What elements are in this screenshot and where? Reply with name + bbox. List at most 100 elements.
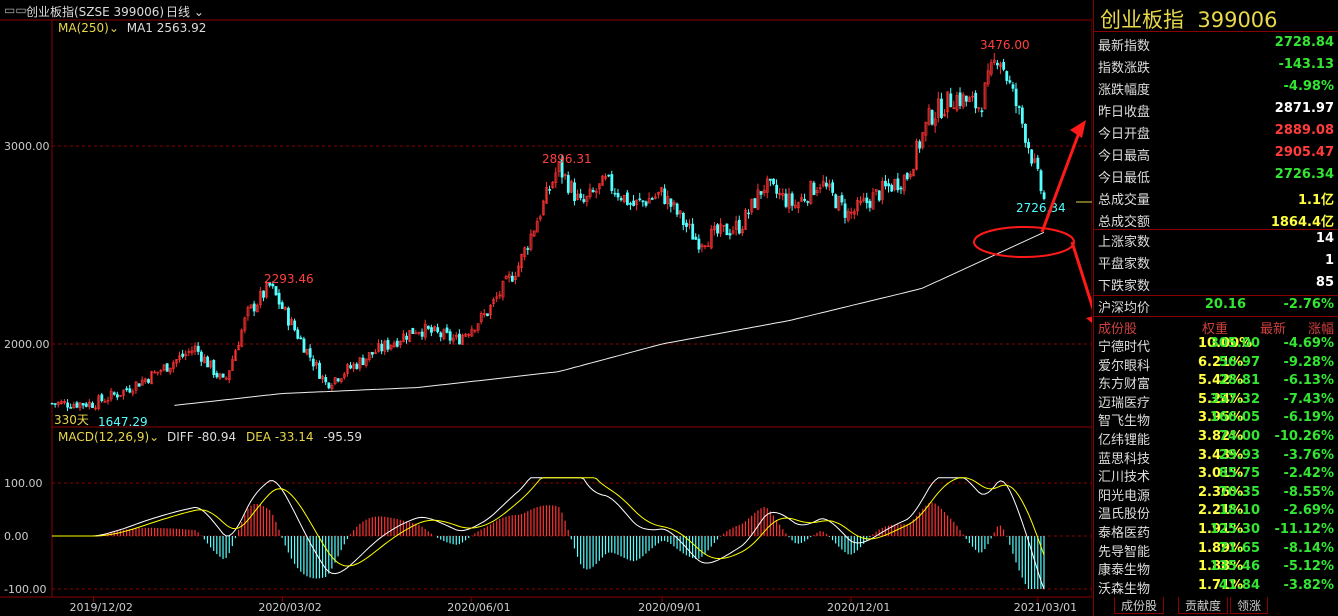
component-row[interactable]: 宁德时代 10.00% 305.00 -4.69% bbox=[1098, 335, 1336, 355]
ma-label: MA(250) bbox=[58, 21, 109, 35]
candle bbox=[529, 233, 533, 250]
candle bbox=[1042, 192, 1046, 199]
chevron-down-icon[interactable]: ⌄ bbox=[108, 21, 119, 35]
candle bbox=[697, 238, 701, 250]
component-change: -9.28% bbox=[1283, 354, 1335, 370]
candle bbox=[1008, 80, 1012, 83]
candle bbox=[747, 212, 751, 215]
candle bbox=[265, 282, 269, 298]
candle bbox=[103, 401, 107, 403]
macd-label: MACD(12,26,9) bbox=[58, 430, 150, 444]
candle bbox=[392, 342, 396, 348]
tab-components[interactable]: 成份股 bbox=[1114, 597, 1165, 614]
candle bbox=[1011, 84, 1015, 89]
component-weight: 5.24% bbox=[1198, 391, 1244, 407]
candle bbox=[678, 210, 682, 215]
window-layout-icon[interactable]: ▭▭ bbox=[4, 3, 27, 17]
candle bbox=[234, 350, 237, 361]
candle bbox=[501, 280, 505, 298]
candle bbox=[837, 196, 841, 211]
quote-label: 指数涨跌 bbox=[1098, 61, 1151, 76]
label-high-2293: 2293.46 bbox=[264, 272, 314, 286]
candle bbox=[647, 198, 651, 204]
candle bbox=[560, 158, 564, 178]
candle bbox=[489, 304, 492, 316]
component-row[interactable]: 东方财富 5.42% 28.81 -6.13% bbox=[1098, 372, 1336, 392]
candle bbox=[725, 223, 729, 236]
x-axis: 2019/12/02 2020/03/02 2020/06/01 2020/09/01… bbox=[70, 597, 1077, 614]
candle bbox=[283, 307, 287, 310]
component-row[interactable]: 迈瑞医疗 5.24% 357.32 -7.43% bbox=[1098, 391, 1336, 411]
chevron-down-icon[interactable]: ⌄ bbox=[149, 430, 160, 444]
chart-canvas[interactable]: 3000.00 2000.00 100.00 0.00 -100.00 2019… bbox=[0, 0, 1092, 616]
component-name: 阳光电源 bbox=[1098, 488, 1151, 504]
tab-contribution[interactable]: 贡献度 bbox=[1178, 597, 1229, 614]
candle bbox=[843, 203, 847, 218]
quote-title: 创业板指 399006 bbox=[1100, 4, 1278, 34]
col-header-weight[interactable]: 权重 bbox=[1202, 322, 1229, 337]
candle bbox=[741, 228, 744, 234]
component-row[interactable]: 沃森生物 1.71% 41.84 -3.82% bbox=[1098, 577, 1336, 597]
candle bbox=[604, 176, 608, 179]
ma1-value: 2563.92 bbox=[156, 21, 207, 35]
component-row[interactable]: 泰格医药 1.91% 125.30 -11.12% bbox=[1098, 521, 1336, 541]
candle bbox=[737, 219, 741, 234]
candle bbox=[902, 175, 906, 192]
candle bbox=[576, 193, 580, 200]
component-row[interactable]: 先导智能 1.89% 71.65 -8.14% bbox=[1098, 540, 1336, 560]
candle bbox=[846, 210, 850, 221]
candle bbox=[417, 331, 421, 334]
component-row[interactable]: 智飞生物 3.95% 166.05 -6.19% bbox=[1098, 409, 1336, 429]
candle bbox=[573, 182, 576, 202]
candle bbox=[84, 403, 88, 407]
candle bbox=[570, 181, 573, 193]
period-selector[interactable]: 日线 ⌄ bbox=[166, 3, 204, 20]
candle bbox=[884, 180, 887, 187]
component-row[interactable]: 亿纬锂能 3.82% 74.00 -10.26% bbox=[1098, 428, 1336, 448]
component-row[interactable]: 温氏股份 2.21% 18.10 -2.69% bbox=[1098, 502, 1336, 523]
component-row[interactable]: 康泰生物 1.88% 135.46 -5.12% bbox=[1098, 558, 1336, 578]
quote-panel: 创业板指 399006 最新指数 2728.84 指数涨跌 -143.13 涨跌幅度 -4… bbox=[1093, 0, 1338, 616]
col-header-stock[interactable]: 成份股 bbox=[1098, 322, 1138, 337]
candle bbox=[803, 198, 807, 201]
candle bbox=[896, 178, 900, 191]
candle bbox=[874, 188, 878, 192]
candle bbox=[1027, 142, 1030, 149]
component-row[interactable]: 爱尔眼科 6.21% 56.97 -9.28% bbox=[1098, 354, 1336, 374]
quote-row: 今日开盘 2889.08 bbox=[1098, 120, 1336, 142]
candle bbox=[395, 340, 399, 347]
candle bbox=[607, 174, 611, 177]
candle bbox=[510, 275, 514, 282]
component-name: 温氏股份 bbox=[1098, 507, 1151, 523]
col-header-change[interactable]: 涨幅 bbox=[1308, 322, 1335, 337]
candle bbox=[66, 402, 70, 408]
tab-leaders[interactable]: 领涨 bbox=[1230, 597, 1269, 614]
component-name: 沃森生物 bbox=[1098, 581, 1151, 597]
component-price: 28.81 bbox=[1218, 373, 1260, 389]
quote-label: 今日开盘 bbox=[1098, 127, 1151, 142]
candle bbox=[507, 274, 511, 278]
candle bbox=[445, 327, 449, 333]
candle bbox=[943, 113, 946, 117]
component-change: -11.12% bbox=[1274, 522, 1334, 537]
component-row[interactable]: 汇川技术 3.01% 85.75 -2.42% bbox=[1098, 465, 1336, 485]
candle bbox=[616, 193, 620, 198]
col-header-price[interactable]: 最新 bbox=[1260, 322, 1287, 337]
component-row[interactable]: 阳光电源 2.36% 70.35 -8.55% bbox=[1098, 484, 1336, 504]
component-row[interactable]: 蓝思科技 3.43% 29.93 -3.76% bbox=[1098, 447, 1336, 467]
candle bbox=[588, 188, 592, 197]
component-price: 357.32 bbox=[1209, 391, 1260, 407]
candle bbox=[479, 313, 483, 323]
candle bbox=[495, 296, 499, 299]
candle bbox=[311, 358, 315, 367]
candle bbox=[227, 370, 231, 381]
candle bbox=[977, 107, 981, 110]
candle bbox=[346, 364, 349, 374]
component-price: 29.93 bbox=[1218, 447, 1260, 463]
label-days: 330天 bbox=[54, 413, 89, 427]
candle bbox=[339, 378, 343, 382]
candle bbox=[980, 110, 984, 113]
candle bbox=[451, 337, 455, 342]
breadth-label: 平盘家数 bbox=[1098, 257, 1151, 272]
candle bbox=[629, 203, 632, 205]
